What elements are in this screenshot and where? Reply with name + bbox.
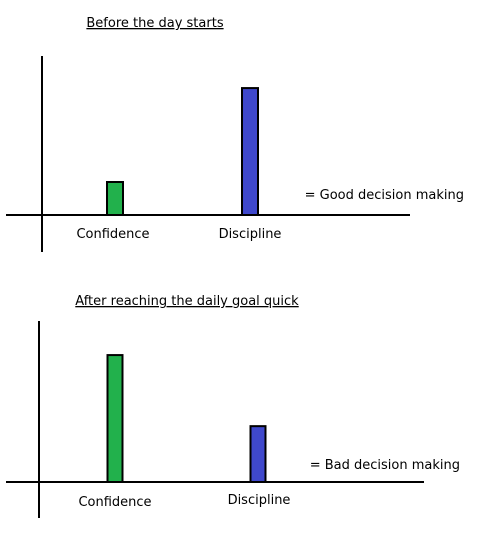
chart-before-day-starts: Before the day starts Confidence Discipl… [0,0,480,268]
bar-discipline [241,87,259,216]
tick-label-discipline: Discipline [228,493,291,508]
chart-svg-before: Before the day starts Confidence Discipl… [6,16,464,252]
tick-label-discipline: Discipline [219,227,282,242]
bar-confidence [106,354,124,483]
annotation-bad-decision: = Bad decision making [310,458,460,473]
chart-title: After reaching the daily goal quick [75,294,299,309]
chart-after-daily-goal: After reaching the daily goal quick Conf… [0,268,480,536]
chart-svg-after: After reaching the daily goal quick Conf… [6,294,460,518]
tick-label-confidence: Confidence [78,495,151,510]
bar-confidence [106,181,124,216]
tick-label-confidence: Confidence [76,227,149,242]
annotation-good-decision: = Good decision making [305,188,464,203]
chart-title: Before the day starts [86,16,223,31]
bar-discipline [249,425,267,483]
